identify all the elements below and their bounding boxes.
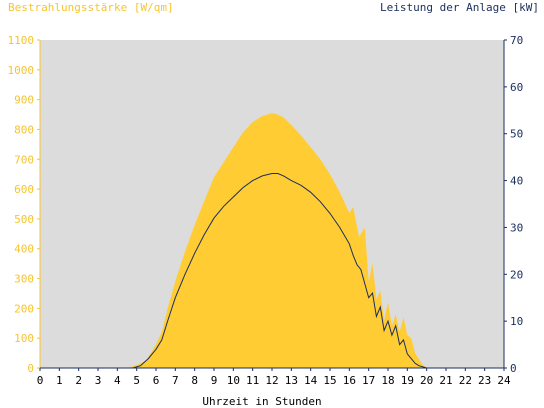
left-tick-label: 500 [14,213,34,226]
right-tick-label: 20 [510,268,523,281]
x-tick-label: 4 [114,374,121,387]
left-tick-label: 400 [14,243,34,256]
left-axis-title: Bestrahlungsstärke [W/qm] [8,1,174,14]
power-line [40,173,504,369]
right-tick-label: 0 [510,362,517,375]
x-tick-label: 22 [459,374,472,387]
left-tick-label: 0 [27,362,34,375]
left-tick-label: 1000 [8,64,35,77]
x-tick-label: 19 [401,374,414,387]
right-tick-label: 10 [510,315,523,328]
right-tick-label: 50 [510,128,523,141]
x-tick-label: 2 [75,374,82,387]
x-tick-label: 21 [439,374,452,387]
left-tick-label: 800 [14,123,34,136]
x-tick-label: 12 [265,374,278,387]
x-tick-label: 17 [362,374,375,387]
x-axis-title: Uhrzeit in Stunden [202,395,321,408]
x-tick-label: 13 [285,374,298,387]
right-tick-label: 40 [510,175,523,188]
x-tick-label: 3 [95,374,102,387]
right-tick-label: 70 [510,34,523,47]
right-tick-label: 60 [510,81,523,94]
left-tick-label: 100 [14,332,34,345]
x-tick-label: 16 [343,374,356,387]
x-tick-label: 11 [246,374,259,387]
irradiance-area [40,113,504,368]
x-tick-label: 20 [420,374,433,387]
x-tick-label: 1 [56,374,63,387]
left-tick-label: 1100 [8,34,35,47]
x-tick-label: 9 [211,374,218,387]
x-tick-label: 23 [478,374,491,387]
left-tick-label: 700 [14,153,34,166]
x-tick-label: 7 [172,374,179,387]
left-tick-label: 200 [14,302,34,315]
x-tick-label: 0 [37,374,44,387]
x-tick-label: 15 [323,374,336,387]
left-tick-label: 900 [14,94,34,107]
x-tick-label: 5 [133,374,140,387]
left-tick-label: 600 [14,183,34,196]
x-tick-label: 6 [153,374,160,387]
right-axis-title: Leistung der Anlage [kW] [380,1,539,14]
x-tick-label: 8 [191,374,198,387]
left-tick-label: 300 [14,273,34,286]
x-tick-label: 14 [304,374,318,387]
right-tick-label: 30 [510,221,523,234]
x-tick-label: 24 [497,374,511,387]
x-tick-label: 18 [381,374,394,387]
x-tick-label: 10 [227,374,240,387]
